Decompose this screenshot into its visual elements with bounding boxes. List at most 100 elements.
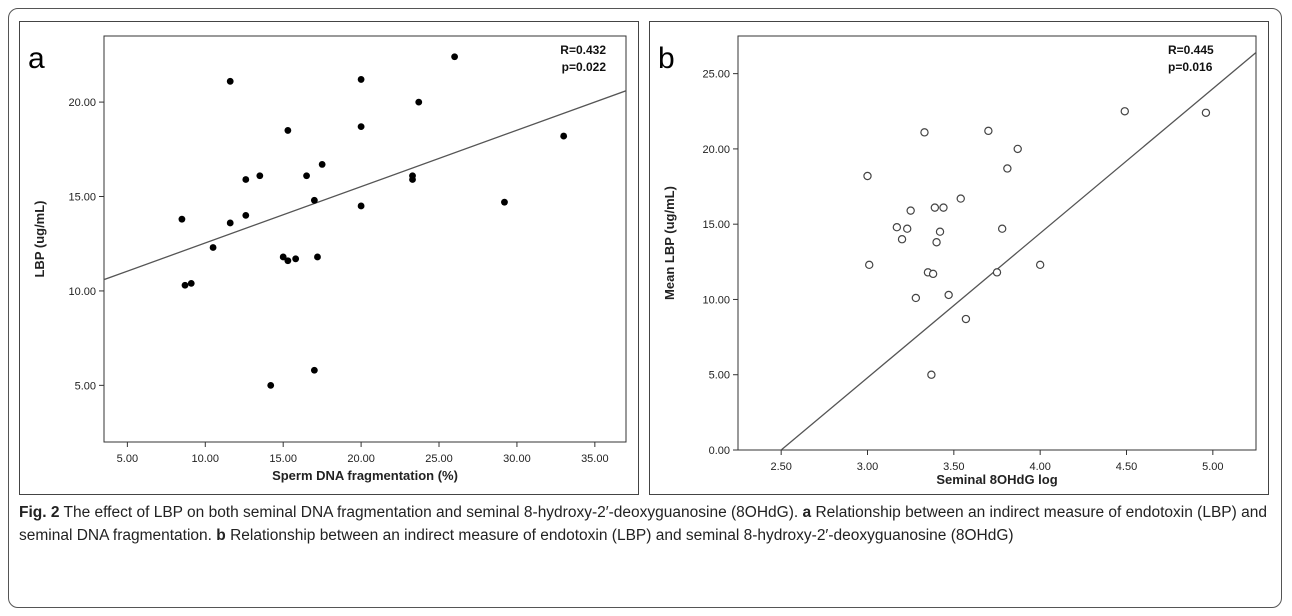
data-point [892,222,902,232]
y-tick-label: 15.00 [702,219,730,231]
caption-b-label: b [216,527,226,544]
data-point [906,206,915,215]
data-point [279,253,287,261]
data-point [928,269,938,279]
y-tick-label: 15.00 [68,192,96,204]
data-point [209,244,217,251]
data-point [911,293,921,303]
data-point [956,194,965,203]
fit-line [104,90,626,281]
x-tick-label: 10.00 [192,453,220,465]
y-tick-label: 10.00 [702,294,730,306]
y-axis-label: Mean LBP (ug/mL) [662,186,677,300]
data-point [181,281,189,289]
data-point [303,172,310,180]
y-tick-label: 20.00 [702,144,730,156]
caption-title: The effect of LBP on both seminal DNA fr… [63,504,799,521]
data-point [930,203,940,212]
data-point [310,366,318,374]
data-point [863,171,872,181]
scatter-plot-b: b 2.50 3.00 3.50 4.00 4.50 5.00 0.00 5.00 10.00 15… [658,35,1257,487]
x-tick-label: 30.00 [503,453,531,465]
data-point [501,198,508,206]
data-point [226,219,234,227]
caption-b-text: Relationship between an indirect measure… [230,527,1014,544]
data-point [897,235,907,244]
data-point [903,224,912,233]
data-point [560,132,568,140]
x-axis-label: Seminal 8OHdG log [936,472,1057,487]
data-point [267,381,275,389]
data-point [1201,108,1211,117]
data-point [1003,164,1012,173]
data-point [939,203,948,212]
data-point [242,211,250,219]
x-tick-label: 5.00 [117,453,138,465]
data-point [1013,144,1022,154]
data-point [226,77,234,85]
y-axis-label: LBP (ug/mL) [32,200,47,277]
y-tick-label: 20.00 [68,97,96,109]
data-point [927,370,936,379]
panel-label: a [28,42,45,75]
fit-line [780,52,1256,450]
data-point [1035,260,1045,270]
data-point [415,98,423,106]
y-tick-label: 25.00 [702,69,730,81]
data-point [318,161,326,168]
plot-area [737,35,1257,451]
data-point [932,238,941,247]
data-point [314,253,321,261]
data-point [284,257,292,265]
data-point [357,202,365,210]
x-tick-label: 3.50 [943,461,964,473]
y-tick-label: 5.00 [709,370,730,382]
data-point [992,268,1002,277]
figure-caption: Fig. 2 The effect of LBP on both seminal… [19,501,1269,547]
y-tick-label: 0.00 [709,445,730,457]
data-point [357,123,365,131]
figure: a 5.00 10.00 15.00 20.00 25.00 30.00 35.00 5.00 1… [8,8,1282,608]
x-tick-label: 4.50 [1116,461,1137,473]
caption-fig-label: Fig. 2 [19,504,60,521]
y-tick-label: 5.00 [75,380,96,392]
data-point [178,215,186,223]
data-point [920,128,929,137]
x-tick-label: 25.00 [425,453,453,465]
chart-panel-b: b 2.50 3.00 3.50 4.00 4.50 5.00 0.00 5.00 10.00 15… [649,21,1269,495]
data-point [284,127,292,134]
data-point [1120,107,1129,116]
data-point [944,290,953,300]
x-axis-label: Sperm DNA fragmentation (%) [272,468,458,483]
plot-area [103,35,627,443]
data-point [451,53,458,61]
data-point [984,126,993,136]
stat-annotation: p=0.022 [562,60,607,74]
data-point [310,196,318,204]
data-point [242,176,250,183]
y-tick-label: 10.00 [68,286,96,298]
caption-a-text: Relationship between an indirect measure… [19,504,1267,544]
data-point [935,227,945,236]
data-point [865,260,874,270]
data-point [187,279,195,287]
stat-annotation: p=0.016 [1168,60,1213,74]
x-tick-label: 3.00 [857,461,878,473]
data-point [409,172,416,180]
caption-a-label: a [802,504,812,521]
x-tick-label: 4.00 [1029,461,1050,473]
data-point [961,314,971,324]
data-point [357,76,365,83]
stat-annotation: R=0.432 [560,43,606,57]
data-point [997,224,1007,233]
x-tick-label: 35.00 [581,453,609,465]
chart-panel-a: a 5.00 10.00 15.00 20.00 25.00 30.00 35.00 5.00 1… [19,21,639,495]
panel-label: b [658,42,675,75]
x-tick-label: 15.00 [269,453,297,465]
scatter-plot-a: a 5.00 10.00 15.00 20.00 25.00 30.00 35.00 5.00 1… [28,35,627,483]
stat-annotation: R=0.445 [1168,43,1214,57]
x-tick-label: 20.00 [347,453,375,465]
x-tick-label: 5.00 [1202,461,1223,473]
x-tick-label: 2.50 [770,461,791,473]
data-point [256,172,264,180]
